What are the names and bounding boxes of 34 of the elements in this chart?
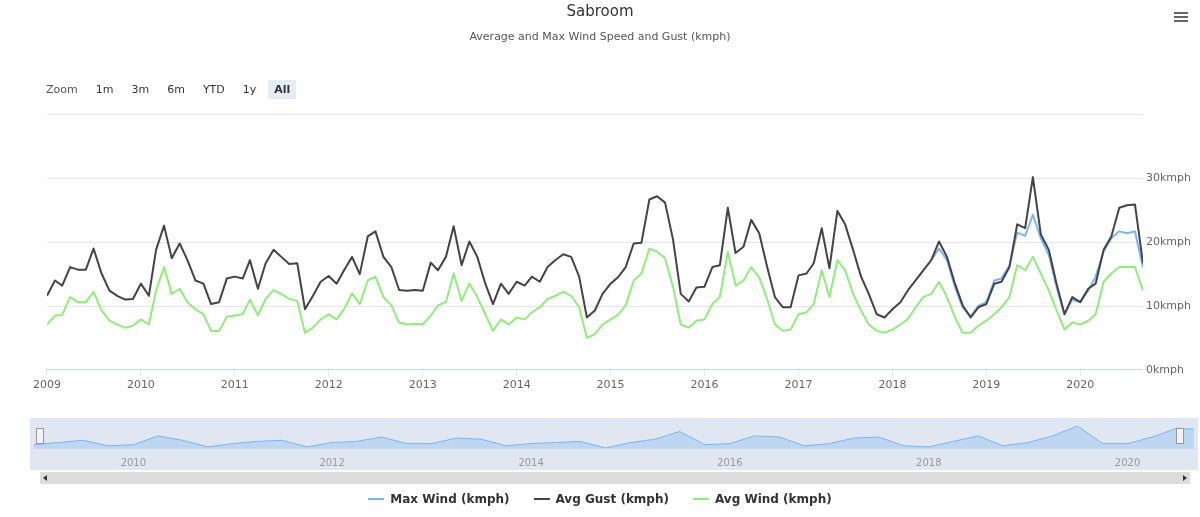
x-tick-label: 2010 xyxy=(126,378,155,392)
text: 1m xyxy=(94,82,115,98)
text: 3m xyxy=(130,82,151,98)
x-tick-label: 2013 xyxy=(408,378,437,392)
x-tick-label: 2009 xyxy=(33,378,61,392)
x-tick-label: 2018 xyxy=(916,456,942,468)
y-tick-label: 30kmph xyxy=(1145,171,1192,185)
x-tick-label: 2014 xyxy=(502,378,531,392)
chart-title: Sabroom xyxy=(565,2,635,20)
x-tick-label: 2016 xyxy=(690,378,719,392)
y-tick-label: 10kmph xyxy=(1145,298,1192,312)
text: Zoom xyxy=(45,82,79,98)
chart-subtitle: Average and Max Wind Speed and Gust (kmph) xyxy=(468,30,732,43)
legend-label: Avg Gust (kmph) xyxy=(555,492,669,506)
x-tick-label: 2020 xyxy=(1114,456,1141,468)
x-tick-label: 2018 xyxy=(878,378,907,392)
x-tick-label: 2011 xyxy=(220,378,249,392)
x-tick-label: 2012 xyxy=(319,456,345,468)
text: All xyxy=(268,80,297,99)
x-tick-label: 2014 xyxy=(518,456,544,468)
legend-label: Max Wind (kmph) xyxy=(390,492,510,506)
x-tick-label: 2020 xyxy=(1066,378,1095,392)
y-tick-label: 20kmph xyxy=(1145,235,1192,249)
text: 6m xyxy=(166,82,186,98)
x-tick-label: 2012 xyxy=(314,378,343,392)
text: YTD xyxy=(201,82,226,98)
x-tick-label: 2017 xyxy=(784,378,813,392)
y-tick-label: 0kmph xyxy=(1145,362,1185,376)
x-tick-label: 2010 xyxy=(120,456,147,468)
text: 1y xyxy=(241,82,258,98)
x-tick-label: 2019 xyxy=(972,378,1001,392)
x-tick-label: 2015 xyxy=(596,378,625,392)
x-tick-label: 2016 xyxy=(717,456,743,468)
legend-label: Avg Wind (kmph) xyxy=(714,492,832,506)
